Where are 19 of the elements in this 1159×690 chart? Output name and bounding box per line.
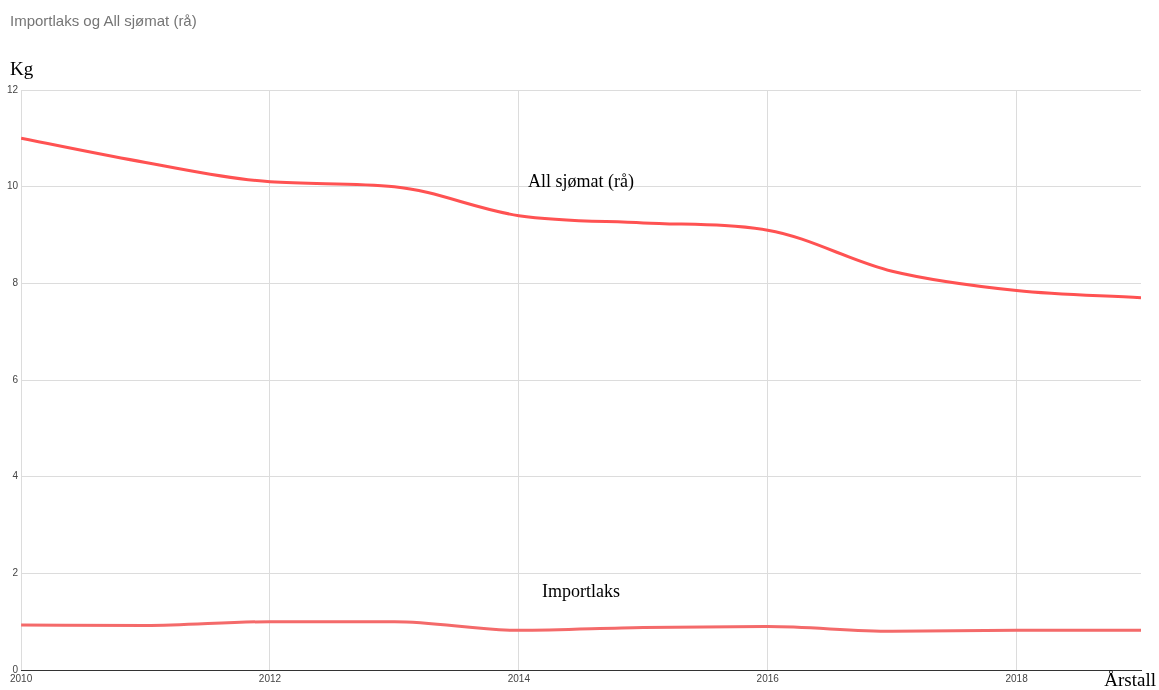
- x-tick-label: 2014: [507, 672, 531, 684]
- y-tick-label: 0: [12, 663, 19, 675]
- series-label: Importlaks: [542, 580, 621, 601]
- y-tick-label: 6: [12, 373, 19, 385]
- y-axis-title: Kg: [10, 58, 34, 79]
- line-series: [21, 620, 1141, 633]
- y-tick-label: 4: [12, 470, 19, 482]
- x-axis-title: Årstall: [1104, 669, 1156, 690]
- y-tick-label: 2: [12, 567, 19, 579]
- x-tick-label: 2018: [1005, 672, 1029, 684]
- y-tick-label: 8: [12, 277, 19, 289]
- line-series: [21, 136, 1141, 300]
- series-label: All sjømat (rå): [528, 171, 635, 193]
- chart-title: Importlaks og All sjømat (rå): [10, 12, 197, 29]
- x-tick-label: 2012: [258, 672, 282, 684]
- y-tick-label: 10: [7, 180, 19, 192]
- x-tick-label: 2010: [10, 672, 33, 684]
- y-tick-label: 12: [7, 83, 19, 95]
- x-tick-label: 2016: [756, 672, 780, 684]
